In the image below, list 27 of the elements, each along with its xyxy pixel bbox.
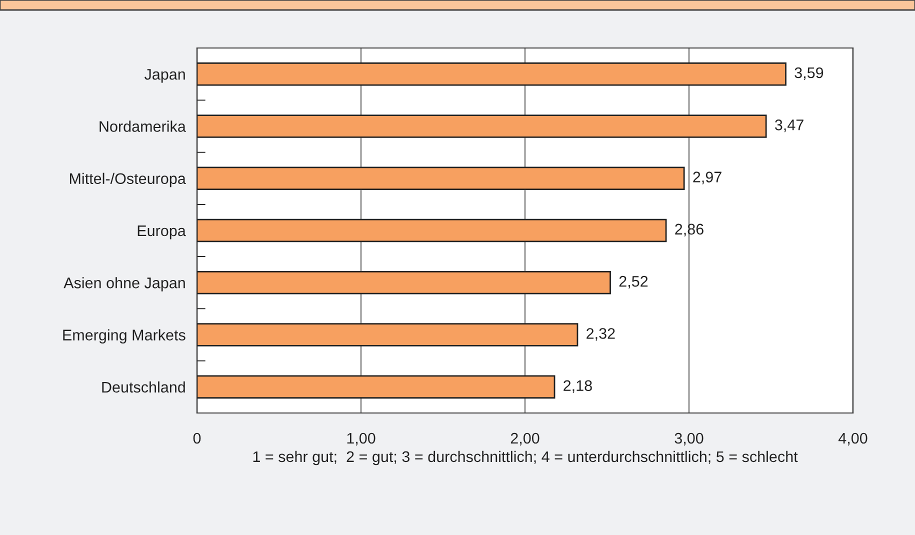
text: 1 = sehr gut; 2 = gut; 3 = durchschnittlich; 4 = unterdurchschnittlich; 5 = schlecht [253,450,798,466]
data-label: 3,59 [794,67,824,80]
x-tick-label: 1,00 [347,432,376,446]
bar [197,375,556,399]
bar [197,218,667,242]
data-label: 2,52 [619,276,648,289]
y-tick-label: Emerging Markets [63,329,186,344]
x-tick-label: 2,00 [510,432,540,446]
bar [197,62,786,86]
bar [197,166,685,190]
y-tick-label: Europa [138,226,186,240]
data-label: 2,32 [586,328,615,341]
bar [197,323,578,346]
y-tick-label: Deutschland [102,381,185,393]
y-tick-label: Japan [144,69,185,83]
bar [197,114,767,138]
bar [197,271,611,294]
data-label: 2,97 [693,172,722,184]
data-label: 3,47 [774,119,804,132]
x-tick-label: 0 [193,432,201,444]
x-tick-label: 3,00 [674,432,704,446]
y-tick-label: Nordamerika [100,120,186,132]
x-tick-label: 4,00 [838,432,868,446]
y-tick-label: Mittel-/Osteuropa [70,172,186,188]
data-label: 2,86 [675,224,704,236]
data-label: 2,18 [564,380,592,393]
y-tick-label: Asien ohne Japan [64,277,185,292]
